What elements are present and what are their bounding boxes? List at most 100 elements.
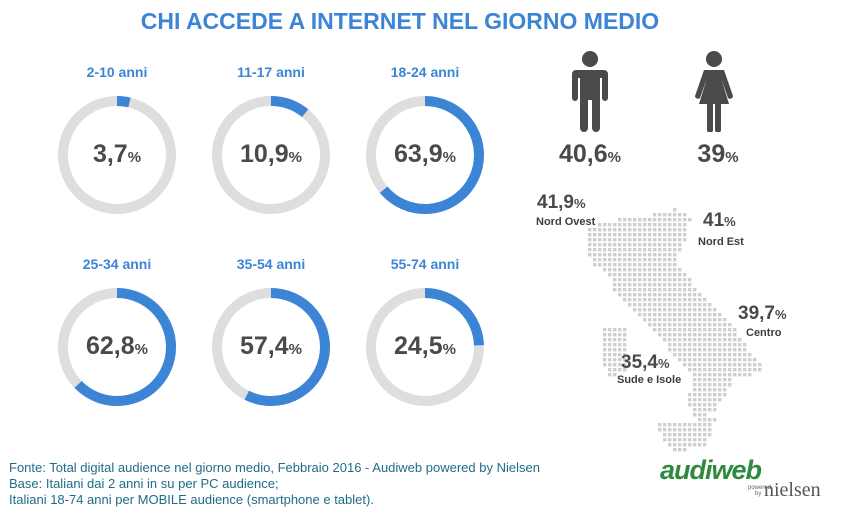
map-dot (673, 208, 677, 212)
map-dot (643, 268, 647, 272)
map-dot (733, 338, 737, 342)
map-dot (728, 378, 732, 382)
map-dot (668, 298, 672, 302)
map-dot (698, 343, 702, 347)
map-dot (628, 243, 632, 247)
donut-chart (212, 288, 330, 406)
map-dot (663, 223, 667, 227)
map-dot (668, 303, 672, 307)
map-dot (683, 233, 687, 237)
map-dot (703, 333, 707, 337)
map-dot (708, 308, 712, 312)
map-dot (653, 293, 657, 297)
map-dot (718, 358, 722, 362)
map-dot (648, 223, 652, 227)
age-label: 2-10 anni (86, 64, 148, 80)
map-dot (613, 228, 617, 232)
map-dot (618, 228, 622, 232)
map-dot (643, 248, 647, 252)
map-dot (703, 398, 707, 402)
map-dot (658, 288, 662, 292)
map-dot (643, 293, 647, 297)
map-dot (678, 238, 682, 242)
map-dot (703, 323, 707, 327)
map-dot (658, 223, 662, 227)
map-dot (743, 363, 747, 367)
map-dot (668, 308, 672, 312)
map-dot (698, 433, 702, 437)
map-dot (703, 378, 707, 382)
map-dot (638, 258, 642, 262)
map-dot (713, 368, 717, 372)
map-dot (698, 438, 702, 442)
map-dot (668, 268, 672, 272)
map-dot (723, 353, 727, 357)
map-dot (683, 283, 687, 287)
map-dot (683, 298, 687, 302)
map-dot (608, 253, 612, 257)
map-dot (633, 243, 637, 247)
map-dot (703, 403, 707, 407)
map-dot (673, 263, 677, 267)
map-dot (668, 338, 672, 342)
map-dot (603, 258, 607, 262)
map-dot (728, 333, 732, 337)
map-dot (593, 248, 597, 252)
map-dot (668, 333, 672, 337)
region-value-nord-ovest: 41,9% (537, 192, 586, 213)
map-dot (588, 228, 592, 232)
map-dot (653, 328, 657, 332)
map-dot (618, 293, 622, 297)
map-dot (683, 363, 687, 367)
map-dot (643, 283, 647, 287)
map-dot (638, 298, 642, 302)
map-dot (718, 373, 722, 377)
map-dot (673, 278, 677, 282)
map-dot (673, 338, 677, 342)
map-dot (733, 333, 737, 337)
map-dot (718, 398, 722, 402)
map-dot (698, 393, 702, 397)
map-dot (713, 353, 717, 357)
map-dot (708, 358, 712, 362)
map-dot (718, 393, 722, 397)
map-dot (693, 333, 697, 337)
map-dot (713, 333, 717, 337)
map-dot (753, 363, 757, 367)
map-dot (703, 443, 707, 447)
map-dot (588, 233, 592, 237)
map-dot (678, 288, 682, 292)
map-dot (638, 303, 642, 307)
map-dot (658, 318, 662, 322)
map-dot (618, 363, 622, 367)
map-dot (708, 428, 712, 432)
map-dot (618, 288, 622, 292)
map-dot (613, 263, 617, 267)
map-dot (658, 238, 662, 242)
map-dot (683, 303, 687, 307)
map-dot (618, 268, 622, 272)
map-dot (623, 333, 627, 337)
map-dot (638, 273, 642, 277)
map-dot (738, 343, 742, 347)
map-dot (713, 358, 717, 362)
map-dot (663, 338, 667, 342)
map-dot (623, 248, 627, 252)
map-dot (688, 353, 692, 357)
map-dot (623, 358, 627, 362)
map-dot (588, 243, 592, 247)
map-dot (698, 323, 702, 327)
map-dot (608, 268, 612, 272)
donut-arc (244, 288, 330, 406)
map-dot (608, 248, 612, 252)
map-dot (698, 333, 702, 337)
map-dot (593, 253, 597, 257)
map-dot (698, 293, 702, 297)
map-dot (653, 253, 657, 257)
map-dot (698, 363, 702, 367)
donut-chart (58, 96, 176, 214)
map-dot (678, 213, 682, 217)
map-dot (598, 228, 602, 232)
map-dot (693, 373, 697, 377)
map-dot (703, 303, 707, 307)
